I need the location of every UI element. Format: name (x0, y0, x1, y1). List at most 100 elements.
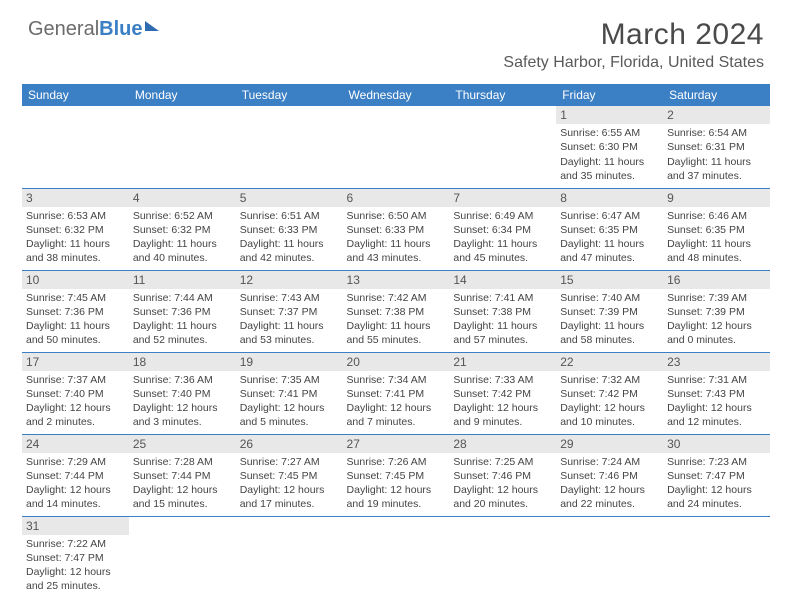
calendar-table: Sunday Monday Tuesday Wednesday Thursday… (22, 84, 770, 598)
sunrise-text: Sunrise: 6:50 AM (347, 209, 446, 223)
sunset-text: Sunset: 7:42 PM (453, 387, 552, 401)
weekday-header: Tuesday (236, 84, 343, 106)
daylight-text: Daylight: 12 hours and 20 minutes. (453, 483, 552, 511)
sunset-text: Sunset: 7:38 PM (453, 305, 552, 319)
day-number: 10 (22, 271, 129, 289)
daylight-text: Daylight: 12 hours and 19 minutes. (347, 483, 446, 511)
calendar-cell: 16Sunrise: 7:39 AMSunset: 7:39 PMDayligh… (663, 270, 770, 352)
sunrise-text: Sunrise: 7:26 AM (347, 455, 446, 469)
day-number: 5 (236, 189, 343, 207)
sunset-text: Sunset: 7:39 PM (667, 305, 766, 319)
calendar-row: 1Sunrise: 6:55 AMSunset: 6:30 PMDaylight… (22, 106, 770, 188)
calendar-row: 10Sunrise: 7:45 AMSunset: 7:36 PMDayligh… (22, 270, 770, 352)
sunrise-text: Sunrise: 6:55 AM (560, 126, 659, 140)
sunrise-text: Sunrise: 7:29 AM (26, 455, 125, 469)
sunrise-text: Sunrise: 6:52 AM (133, 209, 232, 223)
logo-text-2: Blue (99, 18, 142, 41)
day-number: 23 (663, 353, 770, 371)
calendar-cell: 19Sunrise: 7:35 AMSunset: 7:41 PMDayligh… (236, 352, 343, 434)
calendar-cell (236, 516, 343, 598)
sunrise-text: Sunrise: 7:22 AM (26, 537, 125, 551)
day-number: 16 (663, 271, 770, 289)
sunrise-text: Sunrise: 6:46 AM (667, 209, 766, 223)
sunset-text: Sunset: 6:33 PM (240, 223, 339, 237)
calendar-cell: 9Sunrise: 6:46 AMSunset: 6:35 PMDaylight… (663, 188, 770, 270)
day-number: 1 (556, 106, 663, 124)
calendar-cell: 26Sunrise: 7:27 AMSunset: 7:45 PMDayligh… (236, 434, 343, 516)
sunset-text: Sunset: 7:45 PM (347, 469, 446, 483)
daylight-text: Daylight: 11 hours and 53 minutes. (240, 319, 339, 347)
daylight-text: Daylight: 12 hours and 12 minutes. (667, 401, 766, 429)
day-number: 28 (449, 435, 556, 453)
day-number: 20 (343, 353, 450, 371)
daylight-text: Daylight: 11 hours and 52 minutes. (133, 319, 232, 347)
calendar-header-row: Sunday Monday Tuesday Wednesday Thursday… (22, 84, 770, 106)
day-number: 26 (236, 435, 343, 453)
weekday-header: Monday (129, 84, 236, 106)
weekday-header: Wednesday (343, 84, 450, 106)
calendar-cell: 17Sunrise: 7:37 AMSunset: 7:40 PMDayligh… (22, 352, 129, 434)
calendar-cell: 30Sunrise: 7:23 AMSunset: 7:47 PMDayligh… (663, 434, 770, 516)
calendar-cell (343, 106, 450, 188)
sunset-text: Sunset: 7:36 PM (26, 305, 125, 319)
sunrise-text: Sunrise: 7:28 AM (133, 455, 232, 469)
sunset-text: Sunset: 7:44 PM (133, 469, 232, 483)
calendar-cell: 21Sunrise: 7:33 AMSunset: 7:42 PMDayligh… (449, 352, 556, 434)
sunrise-text: Sunrise: 7:35 AM (240, 373, 339, 387)
calendar-body: 1Sunrise: 6:55 AMSunset: 6:30 PMDaylight… (22, 106, 770, 598)
day-number: 17 (22, 353, 129, 371)
calendar-cell: 6Sunrise: 6:50 AMSunset: 6:33 PMDaylight… (343, 188, 450, 270)
sunrise-text: Sunrise: 7:45 AM (26, 291, 125, 305)
daylight-text: Daylight: 12 hours and 9 minutes. (453, 401, 552, 429)
daylight-text: Daylight: 11 hours and 47 minutes. (560, 237, 659, 265)
day-number: 6 (343, 189, 450, 207)
calendar-row: 3Sunrise: 6:53 AMSunset: 6:32 PMDaylight… (22, 188, 770, 270)
sunset-text: Sunset: 6:33 PM (347, 223, 446, 237)
sunset-text: Sunset: 7:38 PM (347, 305, 446, 319)
calendar-row: 24Sunrise: 7:29 AMSunset: 7:44 PMDayligh… (22, 434, 770, 516)
sunset-text: Sunset: 7:41 PM (240, 387, 339, 401)
daylight-text: Daylight: 12 hours and 25 minutes. (26, 565, 125, 593)
calendar-cell: 20Sunrise: 7:34 AMSunset: 7:41 PMDayligh… (343, 352, 450, 434)
sunset-text: Sunset: 6:35 PM (667, 223, 766, 237)
daylight-text: Daylight: 12 hours and 14 minutes. (26, 483, 125, 511)
daylight-text: Daylight: 12 hours and 10 minutes. (560, 401, 659, 429)
sunset-text: Sunset: 6:31 PM (667, 140, 766, 154)
calendar-cell (449, 106, 556, 188)
daylight-text: Daylight: 12 hours and 15 minutes. (133, 483, 232, 511)
day-number: 14 (449, 271, 556, 289)
sunset-text: Sunset: 6:35 PM (560, 223, 659, 237)
daylight-text: Daylight: 12 hours and 24 minutes. (667, 483, 766, 511)
daylight-text: Daylight: 11 hours and 40 minutes. (133, 237, 232, 265)
calendar-cell: 1Sunrise: 6:55 AMSunset: 6:30 PMDaylight… (556, 106, 663, 188)
calendar-cell: 2Sunrise: 6:54 AMSunset: 6:31 PMDaylight… (663, 106, 770, 188)
calendar-cell: 28Sunrise: 7:25 AMSunset: 7:46 PMDayligh… (449, 434, 556, 516)
day-number: 9 (663, 189, 770, 207)
month-title: March 2024 (503, 18, 764, 52)
sunset-text: Sunset: 7:46 PM (453, 469, 552, 483)
daylight-text: Daylight: 12 hours and 3 minutes. (133, 401, 232, 429)
calendar-cell: 11Sunrise: 7:44 AMSunset: 7:36 PMDayligh… (129, 270, 236, 352)
day-number: 4 (129, 189, 236, 207)
sunrise-text: Sunrise: 7:32 AM (560, 373, 659, 387)
calendar-row: 31Sunrise: 7:22 AMSunset: 7:47 PMDayligh… (22, 516, 770, 598)
calendar-cell: 4Sunrise: 6:52 AMSunset: 6:32 PMDaylight… (129, 188, 236, 270)
sunset-text: Sunset: 7:40 PM (26, 387, 125, 401)
calendar-cell: 7Sunrise: 6:49 AMSunset: 6:34 PMDaylight… (449, 188, 556, 270)
logo: GeneralBlue (28, 18, 159, 41)
calendar-cell: 31Sunrise: 7:22 AMSunset: 7:47 PMDayligh… (22, 516, 129, 598)
calendar-cell (129, 516, 236, 598)
sunrise-text: Sunrise: 6:47 AM (560, 209, 659, 223)
day-number: 7 (449, 189, 556, 207)
sunrise-text: Sunrise: 7:23 AM (667, 455, 766, 469)
daylight-text: Daylight: 11 hours and 55 minutes. (347, 319, 446, 347)
calendar-cell: 22Sunrise: 7:32 AMSunset: 7:42 PMDayligh… (556, 352, 663, 434)
calendar-cell (449, 516, 556, 598)
sunset-text: Sunset: 7:43 PM (667, 387, 766, 401)
calendar-cell: 18Sunrise: 7:36 AMSunset: 7:40 PMDayligh… (129, 352, 236, 434)
logo-text-1: General (28, 18, 99, 41)
calendar-cell: 12Sunrise: 7:43 AMSunset: 7:37 PMDayligh… (236, 270, 343, 352)
title-block: March 2024 Safety Harbor, Florida, Unite… (503, 18, 764, 72)
sunset-text: Sunset: 7:36 PM (133, 305, 232, 319)
sunset-text: Sunset: 7:39 PM (560, 305, 659, 319)
